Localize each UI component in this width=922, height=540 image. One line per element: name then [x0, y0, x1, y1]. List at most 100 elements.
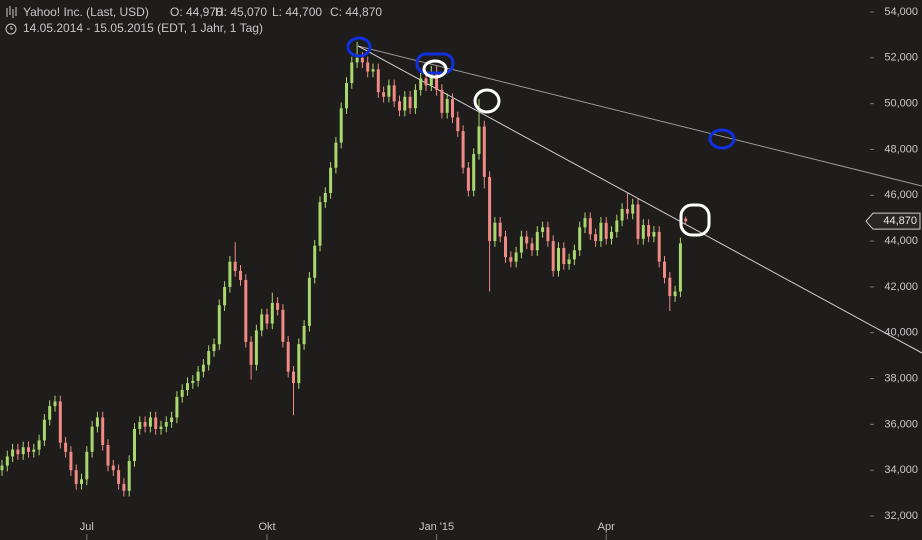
candle-body: [159, 426, 163, 429]
candle-body: [652, 231, 656, 237]
candle-body: [69, 451, 73, 471]
candle-body: [572, 250, 576, 260]
candle-body: [392, 85, 396, 102]
candle-body: [85, 451, 89, 480]
candle-body: [239, 270, 242, 281]
candle-body: [286, 341, 290, 372]
candle-body: [567, 259, 571, 264]
candle-body: [588, 218, 592, 235]
candle-body: [562, 247, 566, 264]
candle-body: [148, 417, 152, 427]
candle-body: [334, 142, 338, 168]
highlight-circle: [346, 36, 372, 58]
candle-body: [445, 99, 449, 113]
candle-body: [281, 309, 285, 342]
candle-body: [32, 449, 36, 452]
highlight-circle: [679, 203, 711, 237]
candle-body: [249, 341, 253, 365]
candle-body: [530, 243, 534, 251]
candle-body: [292, 371, 295, 384]
candle-body: [440, 89, 444, 113]
candle-body: [90, 426, 94, 452]
candle-body: [408, 96, 412, 109]
candle-body: [53, 401, 57, 407]
candle-body: [117, 470, 121, 484]
x-tick-label: Jan '15: [419, 521, 454, 533]
candle-body: [64, 442, 68, 452]
candle-body: [201, 364, 205, 372]
quote-high: H: 45,070: [215, 5, 267, 19]
candle-body: [461, 131, 465, 168]
candle-body: [0, 465, 4, 471]
candle-body: [636, 204, 640, 239]
candle-body: [615, 220, 619, 232]
clock-icon: [5, 23, 17, 35]
candle-body: [435, 71, 439, 90]
candle-body: [488, 176, 492, 242]
candle-body: [493, 222, 497, 242]
candle-body: [366, 62, 370, 72]
candle-body: [164, 422, 168, 427]
candle-body: [175, 396, 179, 418]
candle-body: [276, 302, 280, 310]
candle-body: [217, 305, 221, 345]
candle-body: [678, 243, 682, 292]
y-tick-label: 52,000: [884, 52, 918, 64]
candle-body: [223, 286, 227, 306]
candle-body: [297, 344, 301, 384]
highlight-circle: [708, 128, 736, 150]
candle-body: [16, 449, 20, 455]
candle-body: [302, 325, 306, 345]
candle-body: [599, 222, 603, 242]
candle-body: [101, 417, 105, 445]
candle-body: [339, 108, 343, 143]
header-icon: [6, 6, 17, 18]
candle-body: [207, 351, 211, 365]
candle-body: [244, 280, 248, 342]
candle-body: [371, 69, 375, 72]
candle-body: [212, 344, 216, 352]
candle-body: [254, 330, 258, 365]
candle-body: [21, 447, 25, 455]
candle-body: [546, 227, 550, 242]
y-tick-label: 32,000: [884, 510, 918, 522]
candle-body: [472, 154, 476, 191]
candle-body: [413, 89, 417, 109]
candle-body: [535, 231, 539, 251]
candle-body: [509, 257, 513, 262]
candle-body: [429, 71, 433, 86]
candle-body: [594, 234, 598, 242]
candle-body: [80, 479, 83, 484]
candle-body: [186, 383, 189, 390]
candle-body: [27, 447, 30, 452]
candle-body: [37, 440, 41, 450]
highlight-circle: [422, 59, 448, 79]
candle-body: [133, 428, 136, 462]
candle-body: [228, 261, 232, 287]
candle-body: [519, 236, 523, 253]
candle-body: [641, 225, 645, 239]
candle-body: [620, 209, 624, 221]
candle-body: [323, 192, 327, 203]
candle-body: [265, 314, 269, 324]
candle-body: [270, 302, 274, 324]
candle-body: [578, 227, 582, 251]
candle-body: [329, 167, 333, 193]
candle-body: [604, 222, 608, 239]
candle-body: [11, 449, 15, 457]
quote-open: O: 44,970: [170, 5, 223, 19]
candle-body: [541, 227, 545, 232]
candle-body: [466, 167, 470, 191]
candle-body: [154, 417, 158, 429]
candle-body: [610, 231, 613, 239]
x-tick-label: Okt: [258, 521, 275, 533]
candle-body: [631, 204, 635, 214]
candle-body: [191, 380, 195, 384]
chart-title: Yahoo! Inc. (Last, USD): [23, 5, 149, 19]
last-price-tag: [865, 212, 921, 230]
candle-body: [127, 461, 131, 491]
candle-body: [525, 236, 529, 244]
candle-body: [403, 96, 407, 111]
y-tick-label: 42,000: [884, 281, 918, 293]
candle-body: [5, 456, 9, 466]
